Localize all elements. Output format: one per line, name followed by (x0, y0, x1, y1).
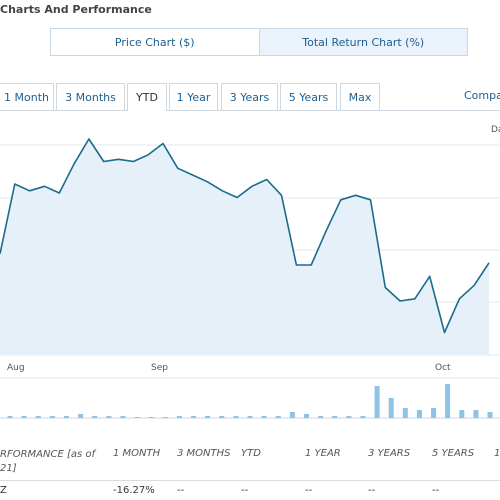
volume-bar (64, 416, 69, 418)
volume-bar (120, 416, 126, 418)
row-5-years: -- (432, 485, 440, 496)
row-1-month: -16.27% (113, 485, 155, 496)
volume-bar (445, 384, 451, 418)
volume-bar (304, 414, 309, 418)
tab-5-years[interactable]: 5 Years (280, 83, 337, 110)
return-area-fill (0, 139, 489, 355)
volume-bar (275, 416, 281, 418)
volume-bar (134, 417, 140, 418)
col-1-year: 1 YEAR (305, 448, 341, 459)
volume-bar (247, 416, 253, 418)
row-label: Z (0, 485, 7, 496)
day-label: Da (491, 125, 500, 135)
total-return-chart-toggle[interactable]: Total Return Chart (%) (258, 29, 467, 55)
volume-bar (318, 416, 324, 418)
performance-as-of-header: RFORMANCE [as of 21] (0, 449, 96, 474)
col-3-years: 3 YEARS (368, 448, 411, 459)
col-5-years: 5 YEARS (432, 448, 475, 459)
x-label-oct: Oct (435, 363, 451, 373)
volume-bar (487, 412, 493, 418)
section-title: Charts And Performance (0, 3, 152, 16)
volume-bar (402, 408, 408, 418)
row-3-years: -- (368, 485, 376, 496)
volume-bar (191, 416, 196, 418)
volume-bar (35, 416, 41, 418)
col-next: 1 (494, 448, 500, 459)
row-ytd: -- (241, 485, 249, 496)
range-tabs: 1 Month 3 Months YTD 1 Year 3 Years 5 Ye… (0, 83, 500, 111)
x-label-aug: Aug (7, 363, 25, 373)
total-return-chart (0, 138, 500, 419)
volume-bar (416, 410, 422, 418)
tab-3-months[interactable]: 3 Months (56, 83, 125, 110)
volume-bar (473, 410, 479, 418)
col-1-month: 1 MONTH (113, 448, 161, 459)
tab-3-years[interactable]: 3 Years (221, 83, 278, 110)
volume-bars (7, 384, 493, 418)
volume-bar (21, 416, 27, 418)
col-3-months: 3 MONTHS (177, 448, 231, 459)
volume-bar (374, 386, 380, 418)
volume-bar (388, 398, 394, 418)
tab-1-month[interactable]: 1 Month (0, 83, 54, 110)
volume-bar (148, 417, 154, 418)
volume-bar (459, 410, 465, 418)
volume-bar (92, 416, 98, 418)
volume-bar (7, 416, 13, 418)
volume-bar (49, 416, 55, 418)
col-ytd: YTD (241, 448, 261, 459)
volume-bar (332, 416, 338, 418)
volume-bar (162, 417, 168, 418)
volume-bar (106, 416, 112, 418)
volume-bar (261, 416, 267, 418)
volume-bar (360, 416, 366, 418)
chart-type-toggle: Price Chart ($) Total Return Chart (%) (50, 28, 468, 56)
return-line (0, 138, 490, 334)
x-label-sep: Sep (151, 363, 168, 373)
volume-bar (205, 416, 211, 418)
volume-bar (78, 414, 84, 418)
volume-bar (233, 416, 239, 418)
tab-max[interactable]: Max (340, 83, 380, 110)
row-3-months: -- (177, 485, 185, 496)
table-divider (0, 480, 500, 481)
volume-bar (289, 412, 295, 418)
compare-link[interactable]: Compa (464, 89, 500, 102)
volume-bar (176, 416, 182, 418)
price-chart-toggle[interactable]: Price Chart ($) (51, 29, 259, 55)
tab-ytd[interactable]: YTD (127, 83, 167, 111)
row-1-year: -- (305, 485, 313, 496)
volume-bar (219, 416, 225, 418)
tab-1-year[interactable]: 1 Year (169, 83, 218, 110)
volume-bar (431, 408, 436, 418)
volume-bar (346, 416, 352, 418)
